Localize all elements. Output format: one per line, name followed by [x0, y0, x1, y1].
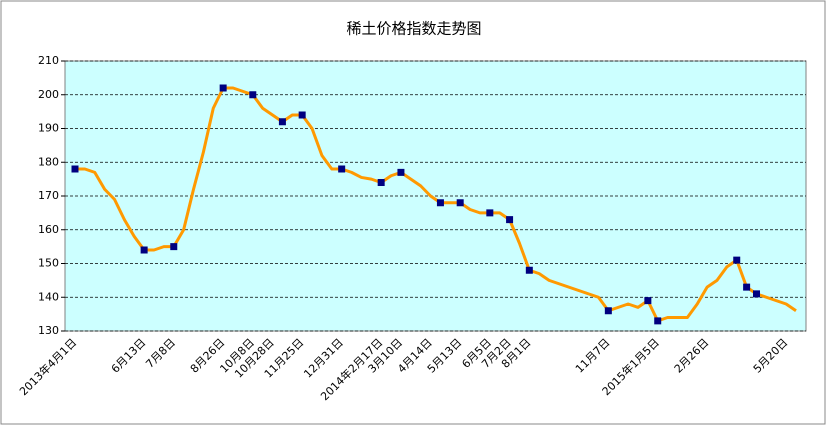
y-tick-label: 150	[38, 257, 59, 270]
y-tick-label: 170	[38, 189, 59, 202]
marker	[436, 199, 444, 207]
y-tick-label: 160	[38, 223, 59, 236]
marker	[140, 246, 148, 254]
marker	[525, 266, 533, 274]
marker	[249, 91, 257, 99]
marker	[743, 283, 751, 291]
marker	[456, 199, 464, 207]
y-tick-label: 210	[38, 54, 59, 67]
y-tick-label: 190	[38, 122, 59, 135]
y-tick-label: 130	[38, 324, 59, 337]
y-tick-label: 180	[38, 155, 59, 168]
marker	[71, 165, 79, 173]
marker	[377, 179, 385, 186]
y-tick-label: 140	[38, 290, 59, 303]
marker	[298, 111, 306, 119]
marker	[752, 290, 760, 298]
marker	[506, 216, 514, 224]
marker	[604, 307, 612, 315]
chart-title: 稀土价格指数走势图	[346, 20, 481, 38]
series-line	[75, 86, 797, 323]
marker	[219, 84, 227, 92]
marker	[733, 256, 741, 264]
marker	[338, 165, 346, 173]
marker	[644, 297, 652, 305]
marker	[170, 243, 178, 251]
marker	[397, 168, 405, 176]
marker	[278, 118, 286, 126]
marker	[654, 317, 662, 325]
marker	[486, 209, 494, 217]
y-tick-label: 200	[38, 88, 59, 101]
